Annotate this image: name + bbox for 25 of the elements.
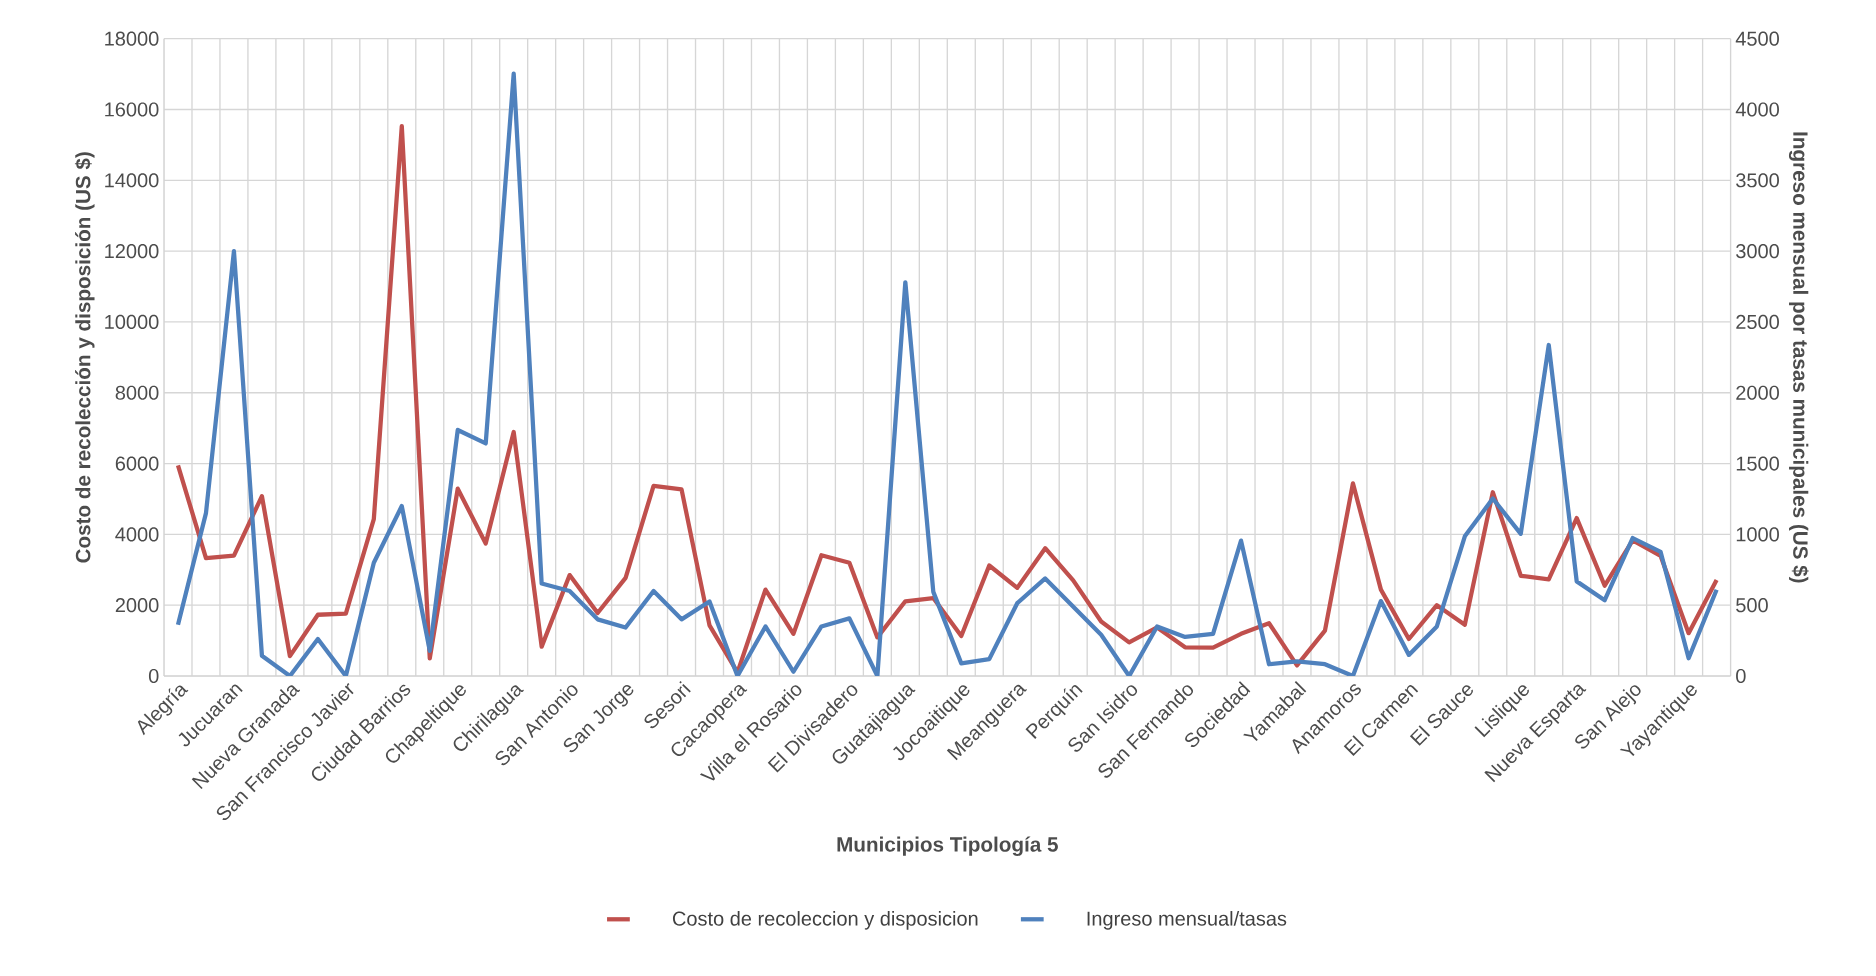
y2-tick-label: 1500 bbox=[1736, 456, 1779, 471]
y2-tick-label: 3000 bbox=[1736, 244, 1779, 259]
x-axis-title: Municipios Tipología 5 bbox=[837, 836, 1058, 856]
y-tick-label: 12000 bbox=[105, 244, 159, 259]
y-tick-label: 0 bbox=[148, 668, 159, 684]
y2-tick-label: 2500 bbox=[1736, 314, 1779, 329]
y2-tick-label: 500 bbox=[1736, 598, 1768, 613]
y-tick-label: 16000 bbox=[105, 102, 159, 117]
y-tick-label: 18000 bbox=[105, 31, 159, 46]
y-tick-label: 10000 bbox=[105, 314, 159, 329]
y-tick-label: 4000 bbox=[115, 527, 159, 542]
y2-axis-title: Ingreso mensual por tasas municipales (US $) bbox=[1788, 132, 1809, 583]
y2-tick-label: 1000 bbox=[1736, 527, 1779, 542]
y-tick-label: 6000 bbox=[115, 456, 159, 471]
y2-tick-label: 2000 bbox=[1736, 385, 1779, 400]
y2-tick-label: 4500 bbox=[1735, 31, 1779, 46]
legend-label: Ingreso mensual/tasas bbox=[1087, 911, 1287, 930]
y-tick-label: 14000 bbox=[105, 173, 159, 188]
y2-tick-label: 0 bbox=[1736, 668, 1746, 684]
y2-tick-label: 3500 bbox=[1736, 173, 1779, 188]
legend-label: Costo de recoleccion y disposicion bbox=[672, 911, 978, 930]
y-axis-title: Costo de recolección y disposición (US $) bbox=[74, 152, 95, 563]
y-tick-label: 2000 bbox=[115, 598, 159, 613]
y2-tick-label: 4000 bbox=[1735, 102, 1779, 117]
y-tick-label: 8000 bbox=[115, 385, 159, 400]
